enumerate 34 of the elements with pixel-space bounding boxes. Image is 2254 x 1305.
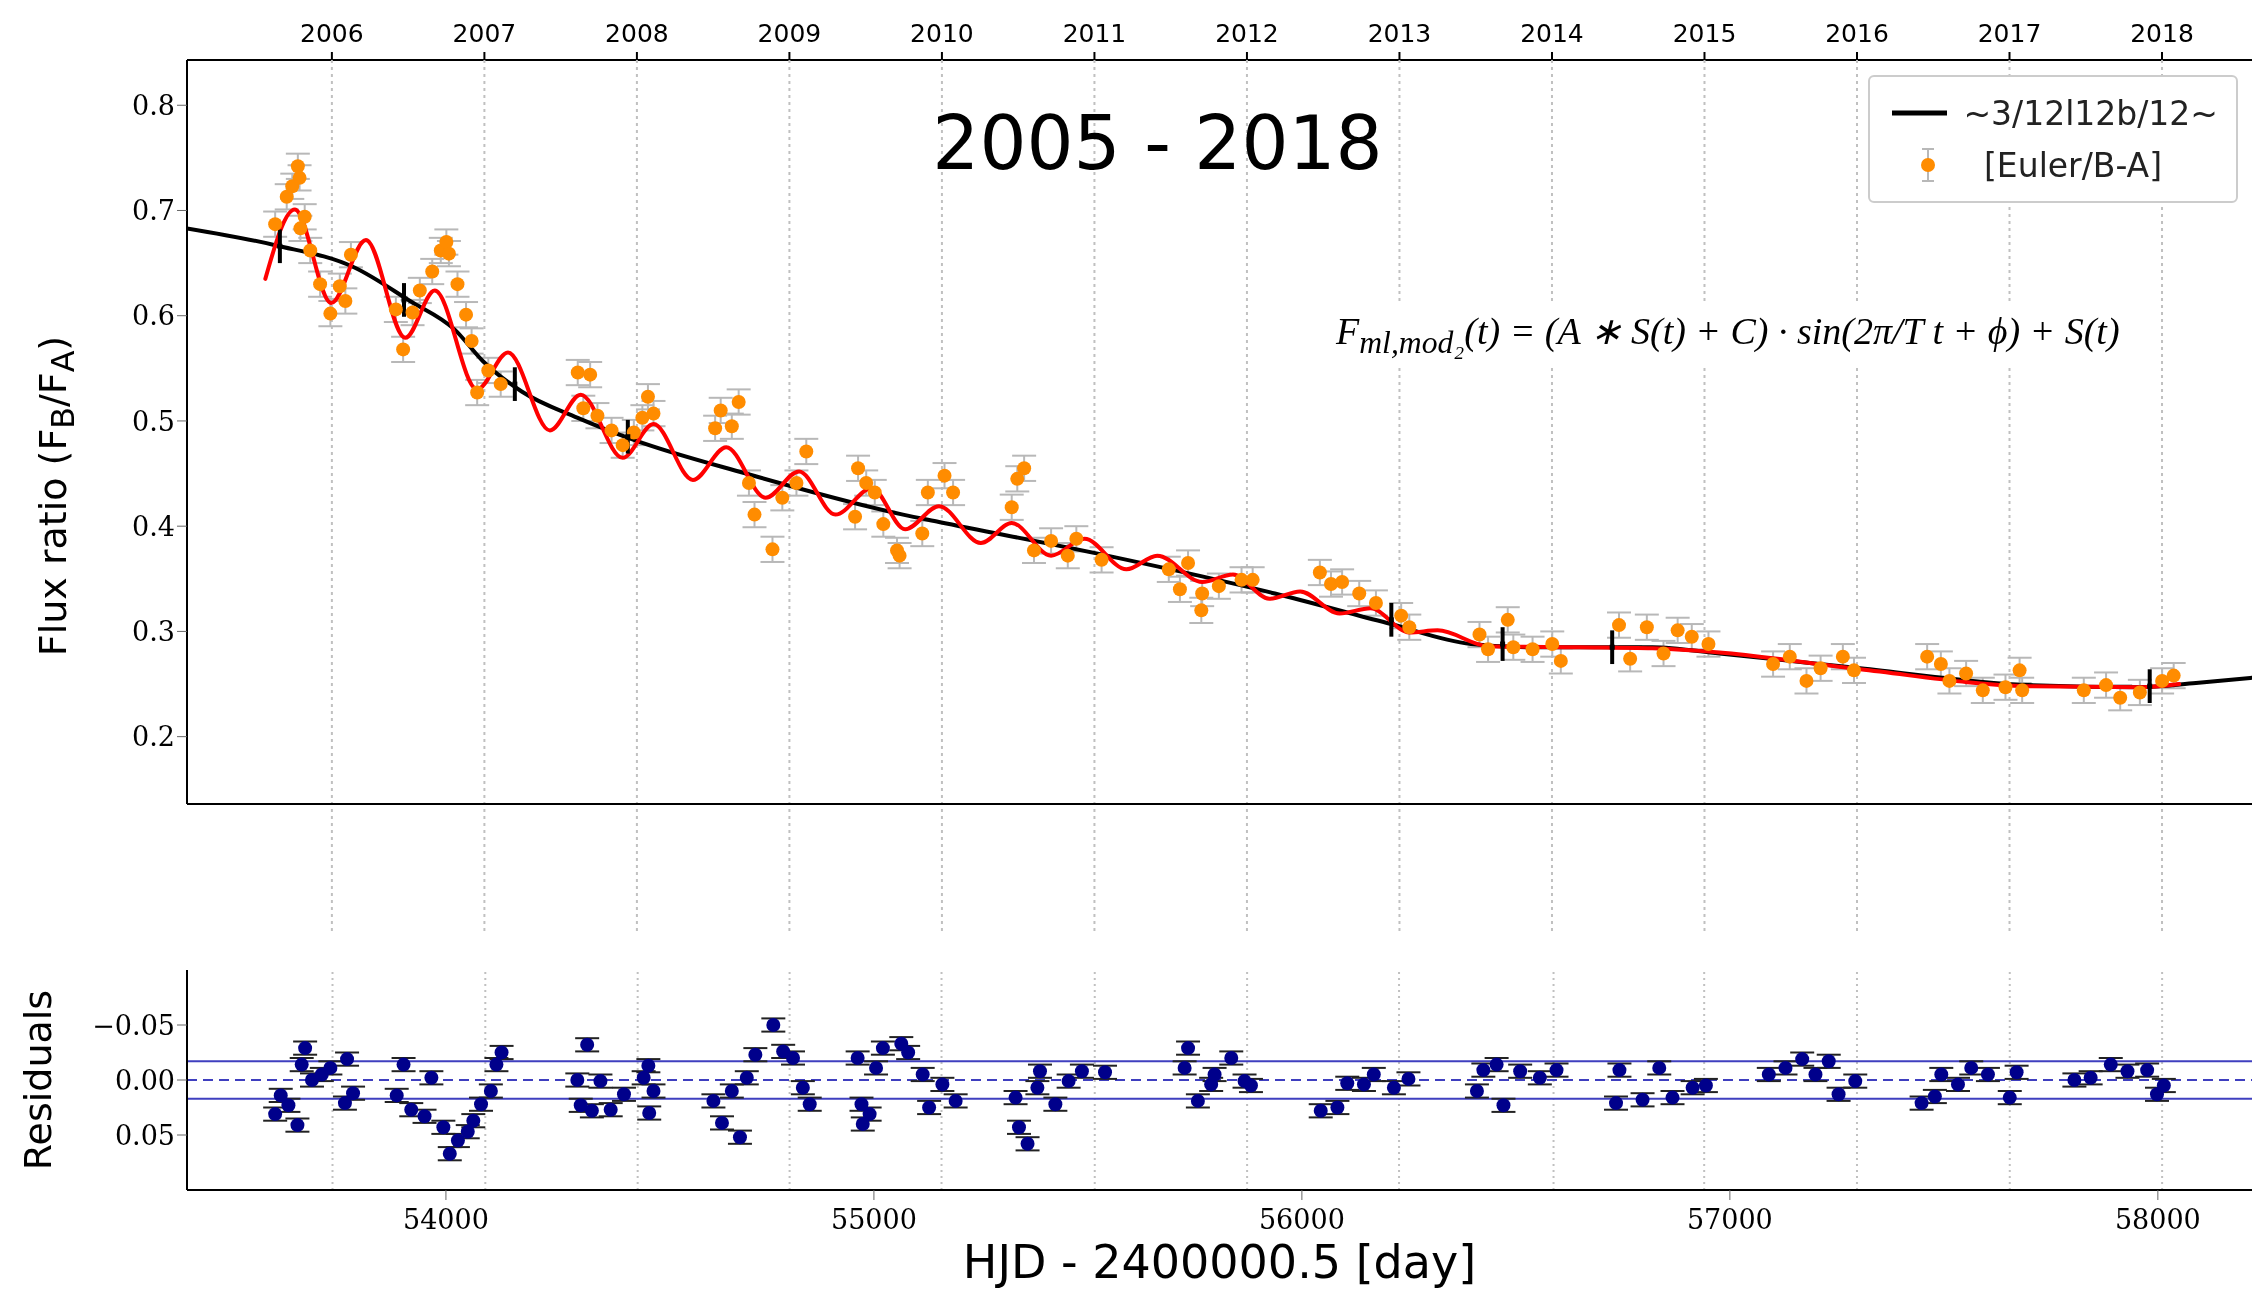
text: 2005 - 2018 — [931, 100, 1384, 186]
legend-label: ~3/12l12b/12~ — [1963, 93, 2218, 133]
x-tick-label: 55000 — [830, 1204, 917, 1236]
x-tick-label: 56000 — [1258, 1204, 1345, 1236]
y-tick-label: 0.6 — [132, 300, 175, 332]
x2-tick-label: 2017 — [1977, 19, 2042, 48]
x2-tick-label: 2010 — [910, 19, 974, 48]
x-tick-label: 58000 — [2114, 1204, 2201, 1236]
y-tick-label: 0.3 — [132, 616, 175, 647]
x2-tick-label: 2014 — [1520, 19, 1584, 48]
annotation: F$_{ml,mod₂}$(t) = (A ∗ S(t) + C) · sin(2π/T t + ϕ) + S(t) — [1330, 305, 2126, 365]
y-tick-label: 0.05 — [114, 1119, 175, 1151]
y-tick-label: 0.4 — [132, 510, 175, 542]
y-tick-label: 0.8 — [132, 89, 175, 121]
x2-tick-label: 2006 — [300, 19, 364, 48]
y-tick-label: 0.7 — [132, 195, 175, 227]
x2-tick-label: 2007 — [452, 19, 517, 48]
legend-label: [Euler/B-A] — [1984, 145, 2163, 185]
x2-tick-label: 2015 — [1672, 19, 1737, 48]
x-tick-label: 54000 — [402, 1204, 489, 1236]
y-tick-label: 0.5 — [132, 405, 175, 437]
y-tick-label: 0.2 — [132, 721, 175, 753]
x2-tick-label: 2018 — [2130, 19, 2194, 48]
x-axis-title: HJD - 2400000.5 [day] — [961, 1235, 1478, 1289]
x2-tick-label: 2009 — [757, 19, 822, 48]
y-tick-label: 0.00 — [114, 1064, 175, 1096]
x2-tick-label: 2011 — [1062, 19, 1127, 48]
y-tick-label: −0.05 — [92, 1009, 175, 1041]
x2-tick-label: 2008 — [605, 19, 669, 48]
x2-tick-label: 2012 — [1215, 19, 1279, 48]
x2-tick-label: 2013 — [1367, 19, 1432, 48]
x2-tick-label: 2016 — [1825, 19, 1889, 48]
y-axis-title: Residuals — [16, 989, 60, 1171]
x-tick-label: 57000 — [1686, 1204, 1773, 1236]
